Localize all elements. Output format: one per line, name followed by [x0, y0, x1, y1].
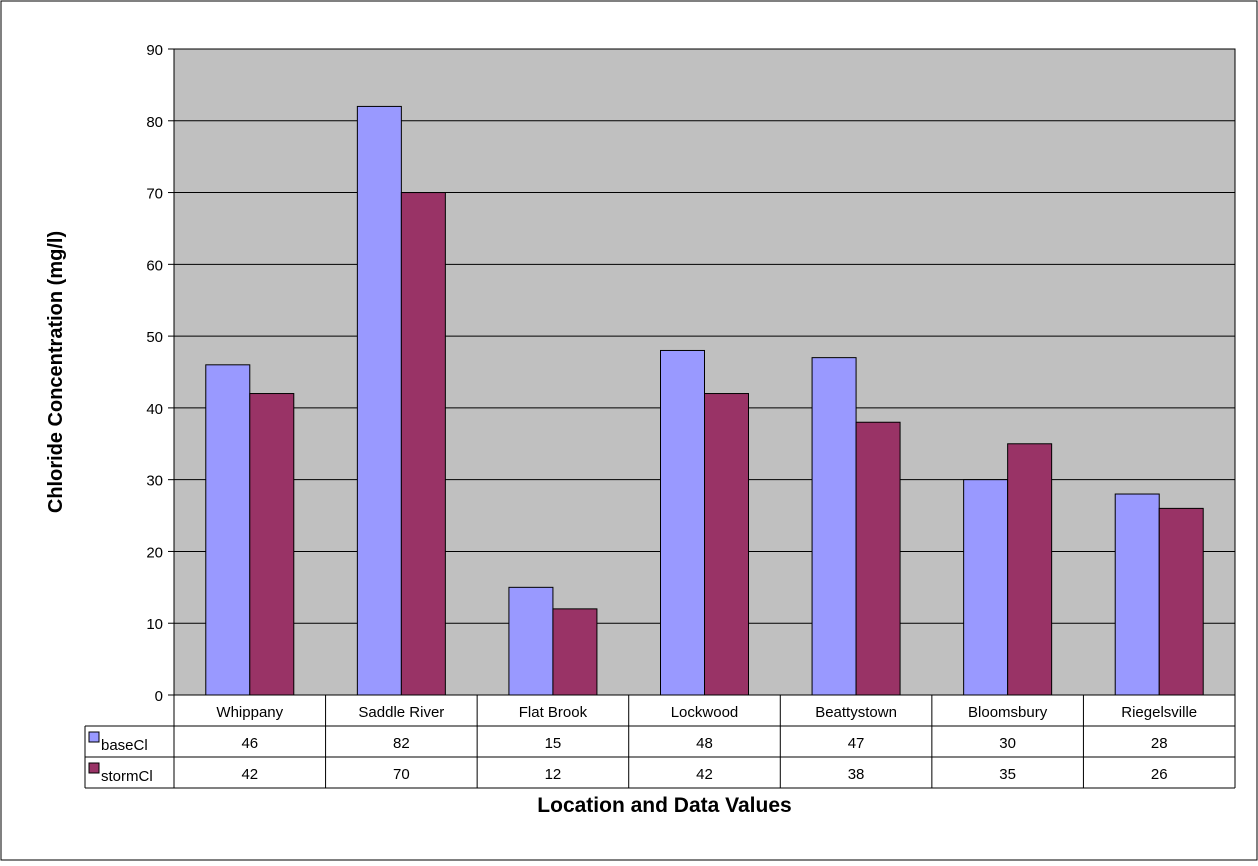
data-value-baseCl: 48 — [696, 735, 713, 752]
category-label: Bloomsbury — [968, 704, 1048, 721]
data-value-stormCl: 42 — [696, 766, 713, 783]
y-tick-label: 0 — [155, 688, 163, 705]
y-tick-label: 10 — [146, 616, 163, 633]
category-label: Whippany — [216, 704, 283, 721]
legend-swatch-stormCl — [88, 762, 100, 774]
data-table: Whippany Saddle River Flat Brook Lockwood Be… — [84, 694, 1236, 789]
bar-baseCl-lockwood — [660, 349, 705, 696]
y-axis: 0 10 20 30 40 50 60 70 80 90 — [146, 42, 175, 705]
data-value-baseCl: 30 — [999, 735, 1016, 752]
y-tick-label: 70 — [146, 186, 163, 203]
data-value-stormCl: 38 — [848, 766, 865, 783]
bar-baseCl-beattystown — [811, 357, 857, 696]
legend-swatch-baseCl — [88, 731, 100, 743]
data-value-baseCl: 15 — [545, 735, 562, 752]
bar-stormCl-bloomsbury — [1007, 443, 1053, 696]
data-value-stormCl: 42 — [241, 766, 258, 783]
bar-baseCl-saddle-river — [356, 105, 402, 696]
y-tick-label: 50 — [146, 329, 163, 346]
bar-stormCl-whippany — [249, 393, 295, 696]
data-value-stormCl: 12 — [545, 766, 562, 783]
legend-label-baseCl: baseCl — [101, 737, 148, 754]
data-value-stormCl: 70 — [393, 766, 410, 783]
data-value-stormCl: 26 — [1151, 766, 1168, 783]
y-tick-label: 30 — [146, 473, 163, 490]
category-label: Saddle River — [358, 704, 444, 721]
bar-stormCl-riegelsville — [1158, 507, 1204, 696]
y-axis-label: Chloride Concentration (mg/l) — [45, 231, 67, 513]
category-label: Riegelsville — [1121, 704, 1197, 721]
y-tick-label: 20 — [146, 544, 163, 561]
bar-baseCl-flat-brook — [508, 586, 554, 696]
legend-label-stormCl: stormCl — [101, 768, 153, 785]
bar-baseCl-whippany — [205, 364, 251, 696]
y-tick-label: 40 — [146, 401, 163, 418]
bar-stormCl-beattystown — [855, 421, 901, 696]
bars — [205, 105, 1204, 696]
data-value-baseCl: 47 — [848, 735, 865, 752]
y-tick-label: 80 — [146, 114, 163, 131]
category-label: Flat Brook — [519, 704, 588, 721]
bar-stormCl-saddle-river — [400, 192, 446, 696]
bar-stormCl-lockwood — [704, 393, 749, 696]
category-label: Lockwood — [671, 704, 739, 721]
data-value-stormCl: 35 — [999, 766, 1016, 783]
data-value-baseCl: 28 — [1151, 735, 1168, 752]
category-label: Beattystown — [815, 704, 897, 721]
data-value-baseCl: 82 — [393, 735, 410, 752]
bar-baseCl-bloomsbury — [963, 479, 1009, 696]
data-value-baseCl: 46 — [241, 735, 258, 752]
bar-stormCl-flat-brook — [552, 608, 598, 696]
y-tick-label: 60 — [146, 257, 163, 274]
bar-baseCl-riegelsville — [1114, 493, 1160, 696]
x-axis-label: Location and Data Values — [537, 794, 791, 817]
y-tick-label: 90 — [146, 42, 163, 59]
